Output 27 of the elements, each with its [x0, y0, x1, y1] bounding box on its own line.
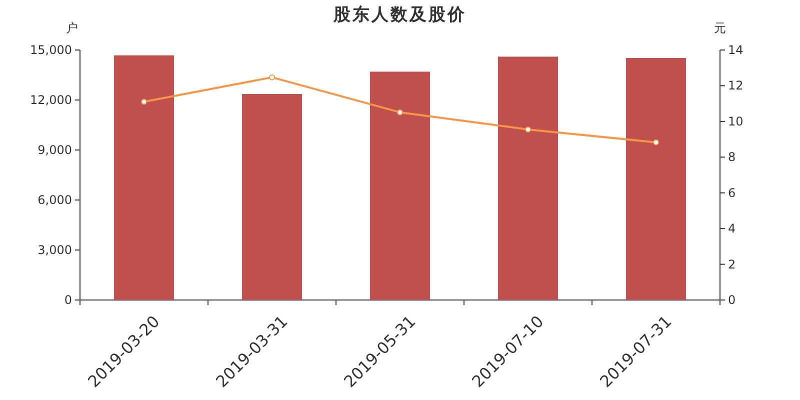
y2-tick-label: 14	[728, 43, 744, 57]
y2-tick-label: 6	[728, 186, 736, 200]
y2-tick-label: 12	[728, 78, 744, 93]
y2-axis-title: 元	[714, 21, 726, 35]
bar	[242, 94, 302, 300]
y2-tick-label: 4	[728, 222, 736, 236]
bar	[370, 72, 430, 300]
y-tick-label: 6,000	[38, 193, 72, 207]
point	[653, 139, 659, 146]
y-tick-label: 3,000	[38, 243, 72, 257]
y2-tick-label: 10	[728, 114, 744, 128]
point	[141, 98, 147, 105]
y-axis-title: 户	[66, 21, 78, 35]
y-tick-label: 9,000	[38, 143, 72, 157]
y-tick-label: 12,000	[30, 93, 72, 107]
point	[269, 74, 275, 80]
bar	[498, 56, 558, 300]
bar	[114, 55, 174, 300]
bar	[626, 58, 686, 300]
y-tick-label: 0	[64, 293, 72, 307]
chart-title: 股东人数及股价	[332, 5, 466, 25]
y-tick-label: 15,000	[30, 43, 72, 57]
point	[397, 109, 403, 116]
y2-tick-label: 8	[728, 150, 736, 164]
y2-tick-label: 2	[728, 257, 736, 272]
y2-tick-label: 0	[728, 293, 736, 307]
point	[525, 126, 531, 132]
